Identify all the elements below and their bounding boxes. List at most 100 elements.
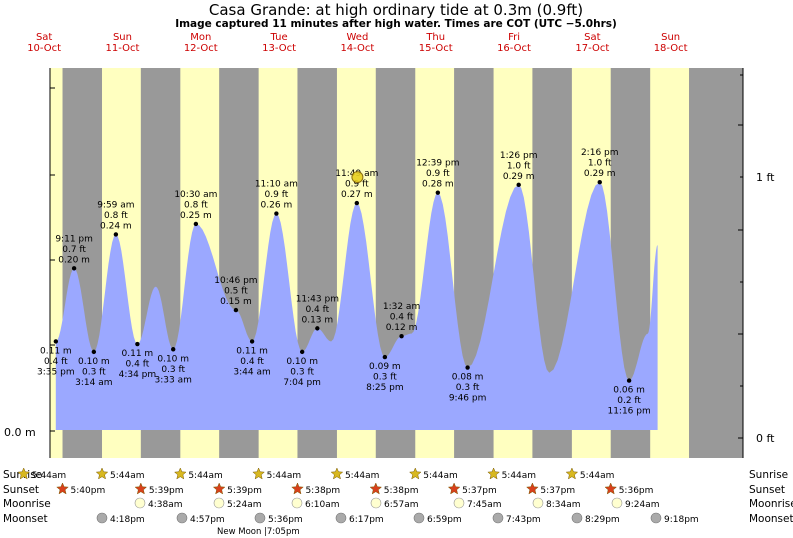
moonset-icon bbox=[335, 512, 347, 524]
moonset-label-left: Moonset bbox=[3, 513, 48, 525]
sunset-star-icon bbox=[291, 482, 304, 495]
moonrise-icon bbox=[453, 497, 465, 509]
tide-label: 0.10 m bbox=[78, 357, 110, 367]
day-name-label: Fri bbox=[508, 32, 520, 43]
moonset-icon bbox=[492, 512, 504, 524]
moonrise-time: 5:24am bbox=[227, 500, 262, 510]
day-name-label: Mon bbox=[190, 32, 211, 43]
tide-label: 0.3 ft bbox=[290, 367, 314, 377]
sunrise-star-icon bbox=[408, 467, 422, 480]
tide-point bbox=[465, 365, 470, 370]
sunset-time: 5:39pm bbox=[149, 486, 184, 496]
moonrise-icon bbox=[291, 497, 303, 509]
chart-title: Casa Grande: at high ordinary tide at 0.… bbox=[209, 1, 583, 19]
axis-labels: 0.0 m 0 ft 1 ft bbox=[4, 171, 775, 445]
day-name-label: Tue bbox=[270, 32, 288, 43]
tide-point bbox=[233, 307, 239, 313]
sunset-label-right: Sunset bbox=[749, 484, 785, 496]
tide-label: 0.2 ft bbox=[617, 396, 641, 406]
day-date-label: 17-Oct bbox=[575, 43, 609, 54]
tide-label: 0.9 ft bbox=[265, 190, 289, 200]
tide-label: 0.8 ft bbox=[184, 200, 208, 210]
right-axis-label: 1 ft bbox=[756, 171, 775, 184]
tide-curve-area bbox=[55, 182, 658, 430]
tide-label: 0.10 m bbox=[157, 354, 189, 364]
tide-label: 0.8 ft bbox=[104, 211, 128, 221]
moonset-time: 4:57pm bbox=[190, 515, 225, 525]
tide-label: 11:43 pm bbox=[296, 294, 339, 304]
tide-label: 0.09 m bbox=[369, 362, 401, 372]
day-date-label: 12-Oct bbox=[184, 43, 218, 54]
chart-header: Casa Grande: at high ordinary tide at 0.… bbox=[175, 1, 617, 30]
sunset-star-icon bbox=[56, 482, 69, 495]
tide-label: 1.0 ft bbox=[588, 159, 612, 169]
tide-label: 0.9 ft bbox=[426, 169, 450, 179]
moonset-time: 9:18pm bbox=[664, 515, 699, 525]
tide-point bbox=[299, 349, 305, 355]
tide-point bbox=[382, 354, 388, 360]
moonrise-time: 8:34am bbox=[546, 500, 581, 510]
day-name-label: Sat bbox=[584, 32, 600, 43]
tide-point bbox=[274, 211, 279, 216]
tide-label: 0.9 ft bbox=[345, 180, 369, 190]
tide-point bbox=[597, 180, 602, 185]
tide-point bbox=[399, 334, 404, 339]
sunset-star-icon bbox=[212, 482, 226, 495]
sunrise-star-icon bbox=[173, 467, 187, 480]
moon-phase-time: |7:05pm bbox=[264, 527, 300, 537]
tide-label: 0.3 ft bbox=[456, 383, 480, 393]
tide-label: 12:39 pm bbox=[416, 159, 459, 169]
moonrise-icon bbox=[370, 497, 382, 509]
tide-label: 0.5 ft bbox=[224, 287, 248, 297]
sunset-time: 5:39pm bbox=[227, 486, 262, 496]
tide-point bbox=[626, 378, 632, 383]
tide-point bbox=[315, 326, 320, 331]
day-date-label: 10-Oct bbox=[27, 43, 61, 54]
plot-frame bbox=[49, 68, 744, 458]
tide-label: 10:30 am bbox=[174, 190, 217, 200]
sunset-time: 5:37pm bbox=[462, 486, 497, 496]
tide-label: 0.4 ft bbox=[390, 313, 414, 323]
tide-point bbox=[171, 347, 176, 352]
tide-label: 0.12 m bbox=[386, 323, 418, 333]
sunset-time: 5:38pm bbox=[384, 486, 419, 496]
sunrise-time: 5:44am bbox=[188, 471, 223, 481]
tide-label: 0.27 m bbox=[341, 190, 373, 200]
tide-point bbox=[91, 349, 97, 355]
moonset-icon bbox=[176, 512, 188, 524]
day-date-label: 13-Oct bbox=[262, 43, 296, 54]
moonrise-icon bbox=[213, 497, 225, 509]
tide-label: 0.13 m bbox=[301, 315, 333, 325]
tide-label: 9:59 am bbox=[97, 200, 134, 210]
sunset-star-icon bbox=[369, 482, 383, 495]
moonset-time: 5:36pm bbox=[268, 515, 303, 525]
tide-label: 9:46 pm bbox=[449, 394, 487, 404]
tide-label: 0.15 m bbox=[220, 297, 252, 307]
tide-label: 0.26 m bbox=[261, 201, 293, 211]
tide-label: 0.29 m bbox=[503, 172, 535, 182]
sunrise-star-icon bbox=[565, 467, 579, 480]
sunrise-time: 5:44am bbox=[502, 471, 536, 481]
tide-label: 0.3 ft bbox=[161, 365, 185, 375]
moonset-icon bbox=[96, 512, 108, 524]
sunset-star-icon bbox=[447, 482, 461, 495]
sunset-star-icon bbox=[526, 482, 539, 495]
tide-label: 0.4 ft bbox=[44, 357, 68, 367]
sunrise-time: 5:44am bbox=[423, 471, 458, 481]
moonset-icon bbox=[571, 512, 583, 524]
tide-label: 0.3 ft bbox=[82, 367, 106, 377]
astronomy-table: SunriseSunriseSunsetSunsetMoonriseMoonri… bbox=[3, 467, 793, 537]
moonset-time: 7:43pm bbox=[506, 515, 541, 525]
moonset-label-right: Moonset bbox=[749, 513, 793, 525]
sunset-label-left: Sunset bbox=[3, 484, 39, 496]
tide-label: 0.29 m bbox=[584, 169, 616, 179]
day-name-label: Sat bbox=[36, 32, 52, 43]
tide-point bbox=[113, 232, 119, 237]
day-date-label: 18-Oct bbox=[654, 43, 688, 54]
tide-label: 0.4 ft bbox=[126, 360, 150, 370]
sunset-time: 5:38pm bbox=[305, 486, 340, 496]
tide-label: 0.4 ft bbox=[305, 305, 329, 315]
sunrise-time: 5:44am bbox=[110, 471, 145, 481]
tide-label: 3:44 am bbox=[233, 367, 270, 377]
